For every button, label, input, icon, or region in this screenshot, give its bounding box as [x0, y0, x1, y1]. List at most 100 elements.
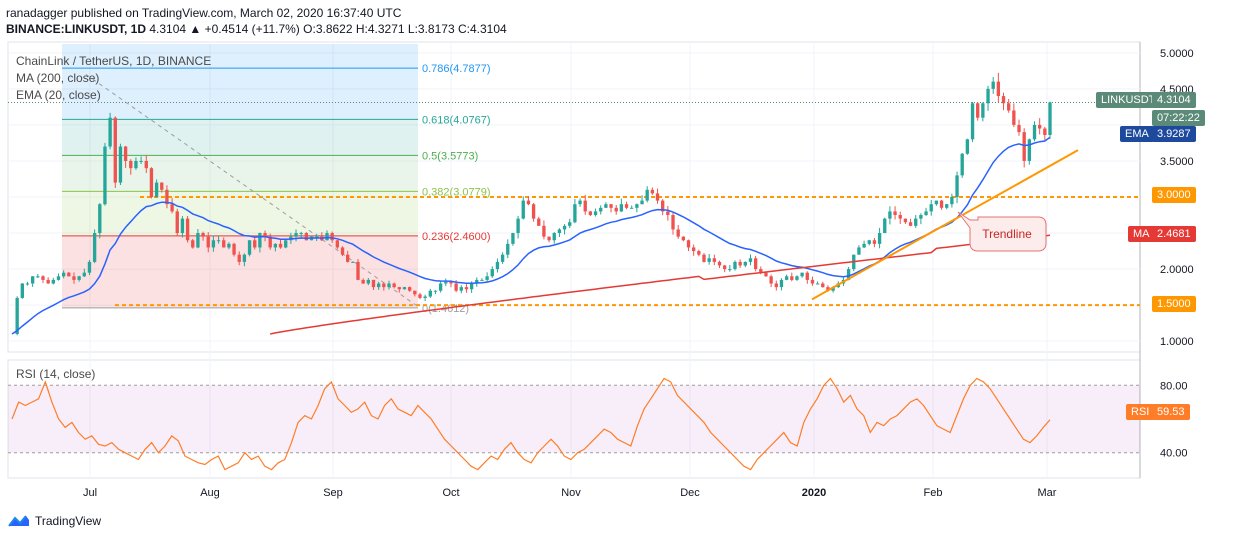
candle-body: [361, 279, 365, 284]
ma-label-tag: MA: [1128, 226, 1155, 242]
fib-zone-top: [62, 44, 418, 69]
candle-body: [1007, 103, 1011, 111]
candle-body: [697, 251, 701, 255]
candle-body: [661, 200, 665, 212]
candle-body: [206, 236, 210, 248]
rsi-tick-label: 80.00: [1160, 380, 1188, 392]
ma-line: [270, 234, 1051, 335]
candle-body: [170, 204, 174, 212]
candle-body: [506, 243, 510, 255]
candle-body: [469, 283, 474, 290]
candle-body: [371, 279, 376, 288]
rsi-value-tag: 59.53: [1152, 404, 1190, 420]
candle-body: [459, 287, 463, 291]
candle-body: [593, 211, 598, 216]
candle-body: [180, 218, 185, 234]
candle-body: [154, 182, 159, 197]
candle-body: [103, 146, 107, 205]
candle-body: [72, 276, 76, 280]
candle-body: [278, 243, 283, 248]
candle-body: [433, 290, 438, 292]
candle-body: [970, 103, 975, 140]
ema-label-tag: EMA: [1120, 126, 1154, 142]
candle-body: [769, 276, 773, 284]
candle-body: [722, 265, 727, 270]
symbol-tag: LINKUSDT: [1096, 92, 1161, 108]
legend-rsi: RSI (14, close): [16, 367, 96, 381]
tradingview-logo-icon: [8, 515, 29, 527]
candle-body: [743, 261, 747, 266]
candle-body: [779, 279, 784, 288]
candle-body: [738, 261, 742, 266]
candle-body: [531, 204, 536, 219]
low-value: 3.8173: [417, 22, 455, 36]
x-tick-label: Jul: [83, 487, 97, 499]
candle-body: [599, 207, 603, 212]
fib-label: 0.786(4.7877): [422, 63, 491, 75]
y-tick-label: 1.0000: [1160, 336, 1194, 348]
candle-body: [826, 287, 830, 291]
candle-body: [655, 193, 660, 201]
ema-value-tag: 3.9287: [1152, 126, 1196, 142]
fib-zone: [62, 68, 418, 120]
candle-body: [588, 211, 593, 216]
candle-body: [976, 103, 980, 118]
candle-body: [304, 233, 309, 241]
candle-body: [51, 279, 55, 284]
y-tick-label: 2.0000: [1160, 264, 1194, 276]
tradingview-brand[interactable]: TradingView: [8, 514, 101, 528]
candle-body: [681, 236, 686, 241]
candle-body: [160, 182, 164, 190]
candle-body: [284, 240, 288, 248]
candle-body: [273, 243, 278, 248]
open-label: O:: [303, 22, 316, 36]
candle-body: [805, 272, 809, 280]
candle-body: [578, 200, 582, 205]
candle-body: [877, 233, 882, 244]
change-text: 4.3104 ▲ +0.4514 (+11.7%): [149, 22, 300, 36]
candle-body: [36, 276, 40, 278]
candle-body: [568, 222, 572, 226]
candle-body: [815, 283, 820, 285]
candle-body: [165, 189, 169, 205]
candle-body: [676, 229, 680, 237]
candle-body: [118, 146, 123, 183]
candle-body: [211, 240, 216, 248]
symbol-ohlc-line: BINANCE:LINKUSDT, 1D 4.3104 ▲ +0.4514 (+…: [6, 22, 507, 36]
candle-body: [475, 279, 479, 284]
candle-body: [609, 204, 613, 208]
close-value: 4.3104: [469, 22, 507, 36]
candle-body: [867, 240, 871, 244]
candle-body: [821, 283, 825, 288]
candle-body: [511, 233, 515, 244]
candle-body: [759, 269, 763, 273]
candle-body: [831, 287, 835, 291]
candle-body: [748, 258, 753, 262]
published-line: ranadagger published on TradingView.com,…: [6, 6, 402, 20]
candle-body: [795, 276, 799, 280]
candle-body: [630, 207, 634, 209]
x-tick-label: 2020: [802, 487, 826, 499]
candle-body: [728, 269, 732, 271]
candle-body: [382, 283, 386, 288]
rsi-label-tag: RSI: [1126, 404, 1155, 420]
trendline: [811, 149, 1079, 301]
last-price-tag: 4.3104: [1152, 92, 1196, 108]
candle-body: [299, 233, 303, 235]
candle-body: [1038, 124, 1042, 129]
candle-body: [702, 254, 706, 262]
candle-body: [521, 200, 525, 219]
candle-body: [547, 236, 551, 241]
candle-body: [376, 283, 381, 288]
candle-body: [351, 261, 355, 263]
candle-body: [407, 287, 412, 291]
candle-body: [423, 296, 427, 298]
candle-body: [149, 168, 154, 197]
candle-body: [464, 287, 469, 290]
candle-body: [945, 204, 949, 208]
candle-body: [201, 233, 205, 237]
candle-body: [449, 282, 453, 284]
candle-body: [707, 258, 711, 262]
candle-body: [1012, 110, 1016, 125]
